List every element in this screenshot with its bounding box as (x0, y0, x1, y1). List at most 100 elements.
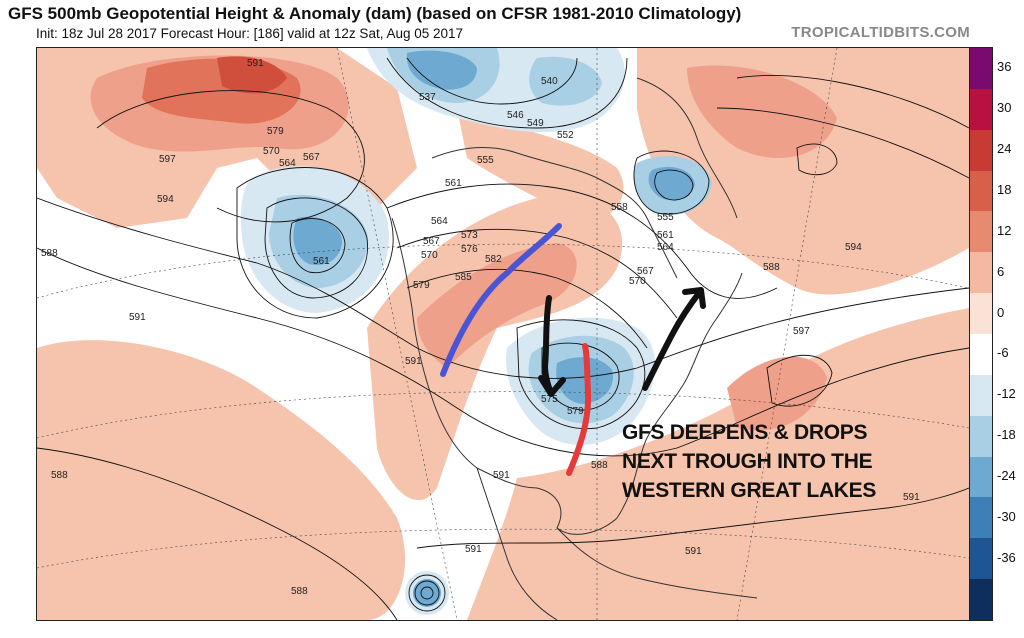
grid-line (37, 391, 969, 439)
contour-line (408, 574, 446, 612)
contour-label: 582 (485, 254, 502, 265)
grid-line (37, 528, 969, 569)
map-subtitle: Init: 18z Jul 28 2017 Forecast Hour: [18… (36, 26, 464, 41)
anomaly-area (37, 340, 406, 620)
anomaly-area (687, 65, 837, 158)
contour-label: 561 (313, 256, 330, 267)
contour-line (37, 247, 969, 457)
contour-label: 588 (41, 248, 58, 259)
grid-line (37, 243, 969, 299)
contour-label: 591 (405, 356, 422, 367)
map-title: GFS 500mb Geopotential Height & Anomaly … (8, 4, 742, 23)
contour-label: 558 (611, 202, 628, 213)
lat-lon-grid (37, 48, 969, 620)
contour-label: 588 (51, 470, 68, 481)
ridge-axis-line (440, 223, 562, 377)
contour-line (414, 580, 440, 606)
coastline (391, 217, 743, 535)
colorbar-tick-label: -36 (997, 549, 1016, 565)
contour-label: 540 (541, 76, 558, 87)
grid-line (736, 48, 838, 620)
contour-label: 597 (793, 326, 810, 337)
contour-label: 591 (247, 58, 264, 69)
contour-line (766, 354, 833, 407)
colorbar-segment (970, 129, 992, 172)
contour-label: 588 (763, 262, 780, 273)
colorbar-tick-label: -30 (997, 508, 1016, 524)
contour-label: 561 (445, 178, 462, 189)
contour-label: 537 (419, 92, 436, 103)
contour-label: 570 (421, 250, 438, 261)
contour-label: 564 (279, 158, 296, 169)
contour-label: 564 (431, 216, 448, 227)
contour-line (736, 75, 969, 129)
anomaly-area (727, 356, 827, 431)
contour-line (406, 57, 578, 105)
contour-line (796, 143, 838, 176)
colorbar-segment (970, 252, 992, 294)
contour-label: 588 (591, 460, 608, 471)
colorbar-tick-label: 30 (997, 100, 1012, 116)
colorbar-segment (970, 48, 992, 90)
site-credit: TROPICALTIDBITS.COM (791, 24, 970, 41)
colorbar-segment (970, 334, 992, 376)
contour-label: 591 (129, 312, 146, 323)
coastlines (391, 77, 758, 620)
colorbar-segment (970, 374, 992, 417)
colorbar-segment (970, 211, 992, 253)
colorbar-segment (970, 88, 992, 131)
colorbar-tick-label: 36 (997, 59, 1012, 75)
contour-label: 591 (493, 470, 510, 481)
contour-label: 564 (657, 242, 674, 253)
contour-label: 594 (845, 242, 862, 253)
colorbar-segment (970, 579, 992, 621)
coastline (636, 77, 738, 219)
contour-line (264, 197, 368, 299)
contour-line (96, 90, 365, 223)
colorbar-segment (970, 497, 992, 539)
forecast-annotation: GFS DEEPENS & DROPS NEXT TROUGH INTO THE… (622, 418, 922, 505)
contour-label: 579 (567, 406, 584, 417)
anomaly-colorbar (969, 47, 993, 621)
contour-label: 567 (423, 236, 440, 247)
contour-label: 555 (657, 212, 674, 223)
contour-line (37, 447, 398, 620)
colorbar-tick-label: -12 (997, 386, 1016, 402)
contour-label: 579 (267, 126, 284, 137)
contour-label: 579 (413, 280, 430, 291)
downstream-lift-arrow (642, 290, 702, 391)
contour-line (654, 169, 694, 201)
colorbar-tick-label: 6 (997, 263, 1005, 279)
anomaly-area (529, 56, 602, 106)
colorbar-segment (970, 293, 992, 335)
annotation-line: GFS DEEPENS & DROPS (622, 421, 868, 444)
contour-label: 549 (527, 118, 544, 129)
contour-label: 597 (159, 154, 176, 165)
contour-line (633, 150, 710, 215)
contour-line (420, 586, 434, 600)
contour-line (396, 228, 678, 319)
annotation-line: WESTERN GREAT LAKES (622, 479, 877, 502)
contour-line (386, 183, 778, 299)
contour-label: 570 (629, 276, 646, 287)
contour-label: 561 (657, 230, 674, 241)
contour-line (406, 268, 648, 349)
trough-drop-arrow-head (538, 375, 566, 397)
downstream-lift-arrow-head (682, 287, 706, 309)
anomaly-area (648, 166, 695, 201)
contour-label: 573 (461, 230, 478, 241)
contour-label: 555 (477, 155, 494, 166)
contour-line (386, 57, 628, 129)
contour-label: 567 (637, 266, 654, 277)
colorbar-segment (970, 415, 992, 458)
colorbar-tick-label: 18 (997, 182, 1012, 197)
colorbar-tick-label: -6 (997, 345, 1009, 361)
contour-label: 546 (507, 110, 524, 121)
colorbar-tick-label: 12 (997, 222, 1012, 238)
colorbar-segment (970, 538, 992, 580)
colorbar-segment (970, 456, 992, 498)
height-contours (37, 57, 969, 620)
weather-map: 591 537 540 546 549 552 555 558 561 564 … (36, 47, 970, 621)
contour-label: 570 (263, 146, 280, 157)
contour-line (416, 487, 969, 549)
